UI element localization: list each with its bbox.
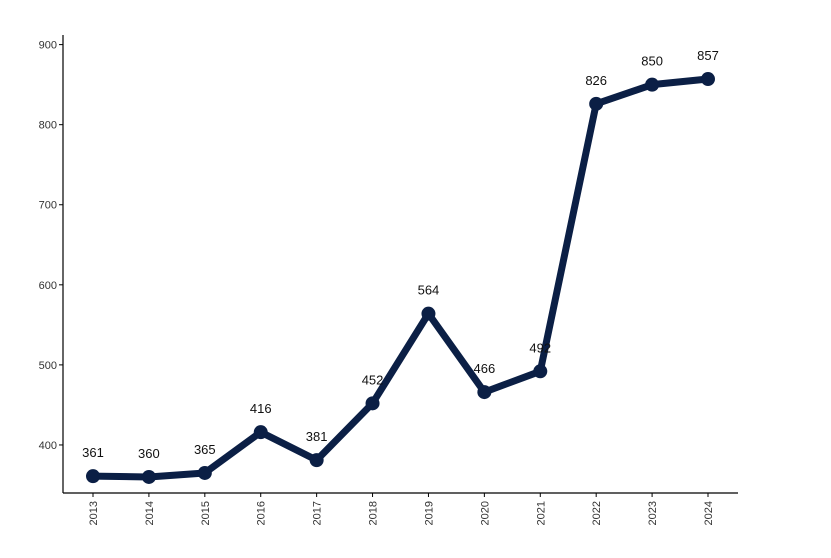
data-point bbox=[86, 469, 100, 484]
x-tick-label: 2023 bbox=[647, 501, 659, 525]
x-tick-label: 2015 bbox=[200, 501, 212, 525]
data-point bbox=[141, 469, 156, 484]
data-label: 365 bbox=[194, 442, 216, 457]
x-tick-label: 2020 bbox=[479, 501, 491, 525]
data-point bbox=[365, 396, 380, 411]
series-line bbox=[89, 75, 712, 481]
x-tick-label: 2019 bbox=[423, 501, 435, 525]
data-point bbox=[197, 465, 212, 480]
data-label: 857 bbox=[697, 48, 719, 63]
series-layer bbox=[86, 72, 715, 484]
x-tick-label: 2013 bbox=[88, 501, 100, 525]
data-label: 564 bbox=[418, 283, 440, 298]
x-tick-label: 2017 bbox=[312, 501, 324, 525]
data-point bbox=[309, 453, 324, 468]
y-tick-label: 600 bbox=[39, 280, 57, 292]
y-tick-label: 900 bbox=[39, 40, 57, 52]
data-point bbox=[477, 385, 492, 400]
x-axis: 2013 2014 2015 2016 2017 2018 2019 2020 2021 2022… bbox=[63, 492, 738, 525]
y-tick-label: 400 bbox=[39, 440, 57, 452]
data-label-layer: 361 360 365 416 381 452 564 466 492 826 850 857 bbox=[82, 48, 719, 461]
data-label: 826 bbox=[585, 73, 607, 88]
data-point bbox=[421, 306, 436, 321]
data-label: 360 bbox=[138, 446, 160, 461]
data-point bbox=[645, 77, 660, 92]
data-label: 466 bbox=[474, 361, 496, 376]
x-tick-label: 2021 bbox=[535, 501, 547, 525]
y-tick-label: 800 bbox=[39, 120, 57, 132]
data-label: 850 bbox=[641, 54, 663, 69]
data-label: 452 bbox=[362, 372, 384, 387]
x-tick-label: 2024 bbox=[703, 501, 715, 525]
data-label: 361 bbox=[82, 445, 104, 460]
data-point bbox=[253, 425, 268, 440]
y-tick-label: 700 bbox=[39, 200, 57, 212]
x-tick-label: 2016 bbox=[256, 501, 268, 525]
data-point bbox=[533, 364, 548, 379]
data-label: 381 bbox=[306, 429, 328, 444]
data-point bbox=[589, 96, 604, 111]
y-axis: 400 500 600 700 800 900 bbox=[39, 35, 64, 493]
data-point bbox=[701, 72, 715, 87]
data-label: 492 bbox=[529, 340, 551, 355]
data-label: 416 bbox=[250, 401, 272, 416]
y-tick-label: 500 bbox=[39, 360, 57, 372]
x-tick-label: 2022 bbox=[591, 501, 603, 525]
x-tick-label: 2014 bbox=[144, 501, 156, 525]
x-tick-label: 2018 bbox=[368, 501, 380, 525]
